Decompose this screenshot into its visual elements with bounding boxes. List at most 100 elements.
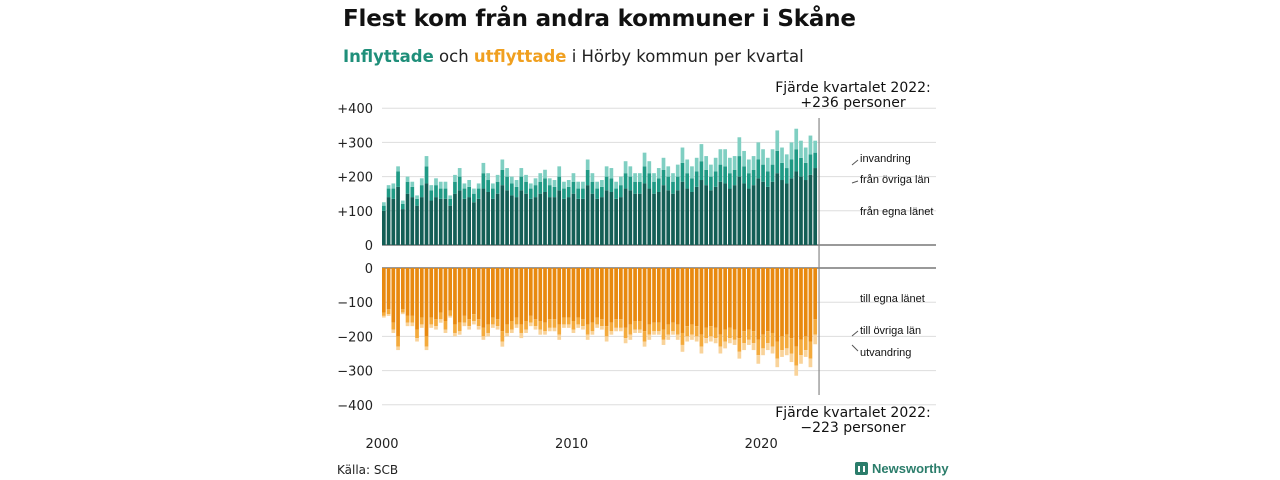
outflow-bar-other	[675, 324, 680, 335]
inflow-bar-other	[462, 188, 467, 199]
outflow-bar-other	[382, 312, 386, 316]
inflow-bar-other	[410, 186, 415, 198]
x-tick-label: 2000	[365, 437, 398, 452]
inflow-bar-other	[453, 181, 457, 194]
inflow-bar-other	[770, 164, 775, 182]
y-tick-label-top: +300	[337, 136, 373, 151]
inflow-bar-immig	[799, 140, 803, 158]
inflow-bar-own	[448, 205, 453, 245]
inflow-bar-immig	[391, 183, 396, 189]
outflow-bar-other	[628, 324, 633, 335]
outflow-bar-emig	[694, 336, 699, 342]
inflow-bar-other	[495, 181, 500, 194]
outflow-bar-emig	[619, 327, 623, 332]
outflow-bar-own	[590, 268, 595, 323]
inflow-bar-immig	[732, 156, 737, 170]
outflow-bar-own	[784, 268, 789, 335]
inflow-bar-immig	[619, 176, 623, 186]
inflow-bar-immig	[590, 173, 595, 182]
outflow-bar-emig	[547, 327, 552, 332]
inflow-bar-immig	[652, 173, 656, 182]
inflow-bar-own	[794, 171, 799, 245]
inflow-bar-other	[637, 181, 642, 194]
inflow-bar-own	[685, 188, 690, 245]
outflow-bar-own	[732, 268, 737, 330]
inflow-bar-immig	[462, 183, 467, 189]
inflow-bar-immig	[453, 174, 457, 182]
inflow-bar-immig	[519, 168, 524, 177]
inflow-bar-immig	[566, 180, 571, 187]
outflow-bar-own	[462, 268, 467, 316]
inflow-bar-own	[765, 186, 770, 245]
outflow-bar-other	[386, 309, 391, 315]
outflow-bar-emig	[514, 324, 519, 328]
inflow-bar-other	[794, 149, 799, 172]
inflow-bar-other	[723, 166, 727, 184]
outflow-bar-other	[457, 322, 462, 332]
inflow-bar-immig	[642, 152, 647, 167]
inflow-bar-own	[491, 198, 495, 245]
outflow-bar-own	[419, 268, 424, 318]
outflow-bar-other	[713, 327, 718, 339]
annotation-top-line1: Fjärde kvartalet 2022:	[775, 80, 931, 96]
inflow-bar-other	[481, 173, 486, 189]
inflow-bar-immig	[803, 147, 808, 163]
outflow-bar-emig	[462, 322, 467, 327]
outflow-bar-emig	[500, 341, 505, 347]
outflow-bar-own	[519, 268, 524, 325]
y-tick-label-bottom: 0	[365, 262, 373, 277]
outflow-bar-emig	[528, 322, 533, 327]
inflow-bar-own	[666, 190, 671, 245]
inflow-bar-immig	[429, 185, 434, 191]
outflow-bar-other	[614, 319, 618, 328]
inflow-bar-immig	[386, 185, 391, 189]
outflow-bar-other	[770, 332, 775, 347]
outflow-bar-emig	[576, 324, 581, 328]
inflow-bar-other	[448, 198, 453, 206]
outflow-bar-other	[419, 317, 424, 325]
outflow-bar-own	[495, 268, 500, 320]
outflow-bar-other	[576, 317, 581, 325]
outflow-bar-emig	[637, 329, 642, 333]
outflow-bar-emig	[614, 327, 618, 332]
outflow-bar-emig	[751, 343, 756, 351]
inflow-bar-immig	[789, 142, 794, 160]
outflow-bar-own	[434, 268, 438, 320]
y-tick-label-bottom: −200	[337, 330, 373, 345]
inflow-bar-other	[746, 173, 751, 189]
outflow-bar-own	[789, 268, 794, 339]
outflow-bar-own	[552, 268, 557, 320]
outflow-bar-emig	[538, 329, 543, 335]
inflow-bar-other	[552, 186, 557, 198]
outflow-bar-own	[675, 268, 680, 325]
inflow-bar-own	[642, 183, 647, 245]
inflow-bar-other	[415, 198, 419, 206]
inflow-bar-immig	[756, 142, 761, 160]
outflow-bar-emig	[661, 339, 666, 345]
outflow-bar-own	[581, 268, 585, 320]
inflow-bar-own	[813, 168, 818, 245]
outflow-bar-own	[694, 268, 699, 327]
inflow-bar-own	[656, 191, 661, 245]
outflow-bar-other	[491, 317, 495, 325]
outflow-bar-own	[628, 268, 633, 325]
outflow-bar-other	[609, 322, 614, 332]
outflow-bar-other	[476, 319, 481, 327]
outflow-bar-own	[514, 268, 519, 318]
outflow-bar-other	[737, 338, 742, 352]
inflow-bar-own	[457, 190, 462, 245]
inflow-bar-other	[775, 150, 780, 174]
outflow-bar-own	[761, 268, 765, 335]
outflow-bar-own	[576, 268, 581, 318]
outflow-bar-own	[690, 268, 694, 325]
inflow-bar-immig	[396, 166, 400, 172]
label-leader	[851, 180, 859, 184]
outflow-bar-emig	[604, 336, 609, 342]
outflow-bar-own	[505, 268, 509, 325]
outflow-bar-emig	[571, 329, 576, 333]
outflow-bar-other	[566, 317, 571, 325]
inflow-bar-immig	[709, 164, 713, 177]
inflow-bar-own	[557, 190, 562, 245]
annotation-top-line2: +236 personer	[800, 95, 906, 111]
outflow-bar-other	[595, 317, 599, 325]
